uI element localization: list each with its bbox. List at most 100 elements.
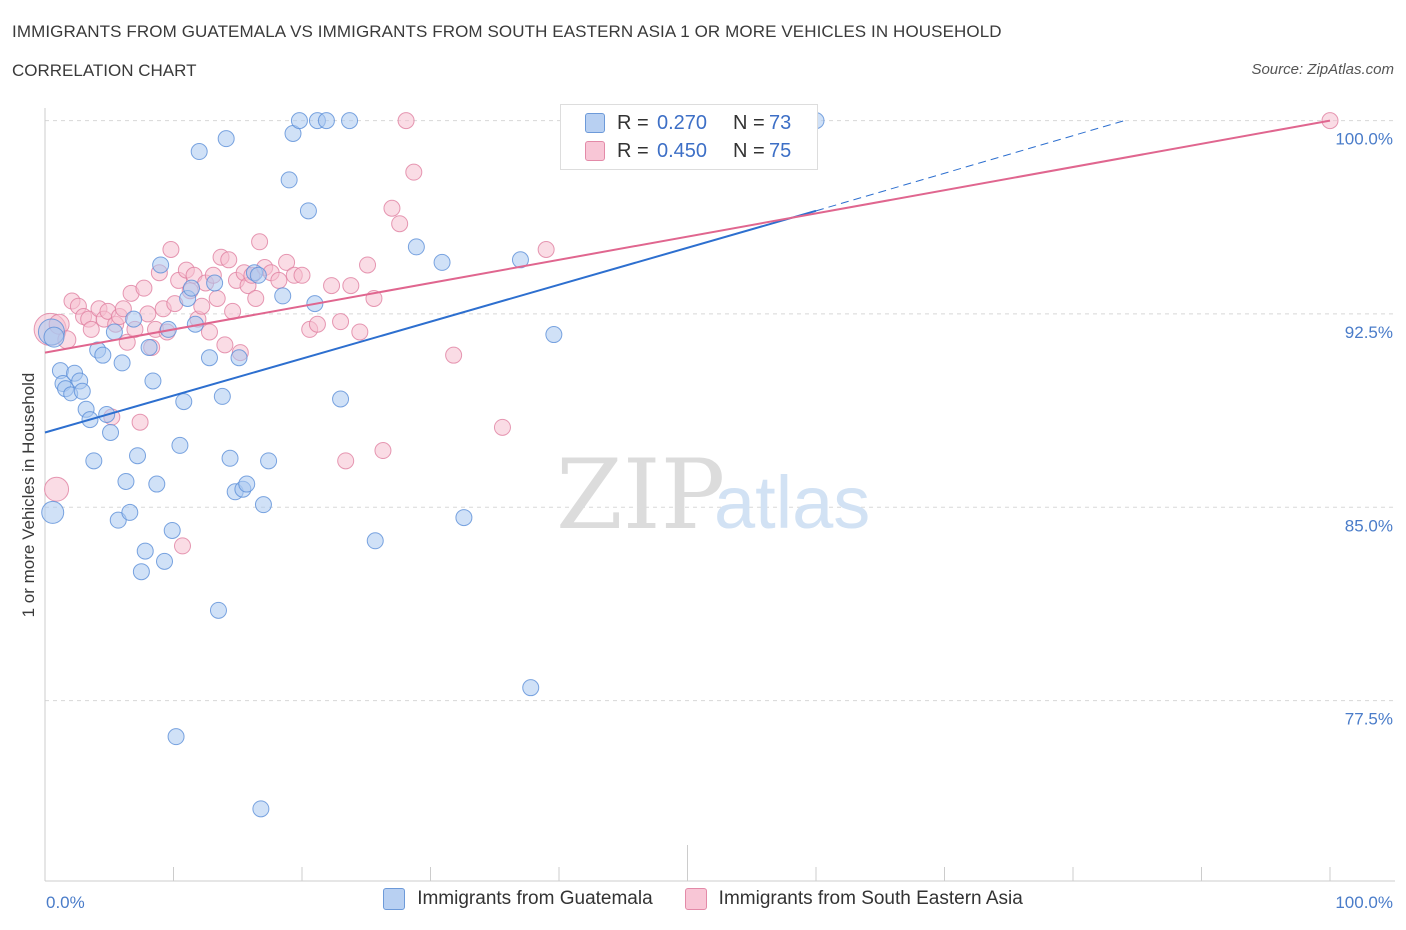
- sea-point: [293, 266, 311, 284]
- watermark-atlas: atlas: [714, 461, 870, 544]
- guatemala-point: [152, 256, 170, 274]
- guatemala-point: [163, 521, 181, 539]
- legend-item-sea: Immigrants from South Eastern Asia: [684, 888, 1023, 910]
- sea-swatch: [585, 141, 605, 161]
- guatemala-point: [206, 274, 224, 292]
- guatemala-point: [148, 475, 166, 493]
- sea-point: [374, 442, 392, 460]
- guatemala-point: [129, 447, 147, 465]
- sea-point: [82, 320, 100, 338]
- guatemala-point: [366, 532, 384, 550]
- sea-point: [270, 271, 288, 289]
- guatemala-point: [522, 679, 540, 697]
- sea-point: [342, 277, 360, 295]
- sea-point: [323, 277, 341, 295]
- guatemala-trend-extension: [815, 120, 1125, 212]
- stats-legend: R = 0.270 N = 73 R = 0.450 N = 75: [560, 104, 818, 170]
- guatemala-point: [175, 393, 193, 411]
- guatemala-point: [144, 372, 162, 390]
- y-tick-label: 77.5%: [1345, 710, 1393, 729]
- sea-point: [251, 233, 269, 251]
- watermark: ZIP atlas: [556, 439, 870, 551]
- sea-trend-line: [44, 119, 1331, 354]
- y-tick-label: 100.0%: [1335, 130, 1393, 149]
- legend-row-guatemala: R = 0.270 N = 73: [585, 111, 791, 135]
- sea-point: [391, 215, 409, 233]
- sea-legend-swatch: [684, 888, 707, 910]
- chart-subtitle: CORRELATION CHART: [12, 61, 197, 80]
- guatemala-point: [132, 563, 150, 581]
- data-points: [33, 112, 1339, 818]
- guatemala-point: [230, 349, 248, 367]
- sea-point: [337, 452, 355, 470]
- guatemala-point: [260, 452, 278, 470]
- sea-point: [537, 240, 555, 258]
- guatemala-point: [332, 390, 350, 408]
- sea-point: [493, 418, 511, 436]
- sea-point: [383, 199, 401, 217]
- guatemala-point: [182, 279, 200, 297]
- guatemala-point: [102, 424, 120, 442]
- sea-point: [139, 305, 157, 323]
- n-label: N =: [733, 111, 765, 134]
- guatemala-point: [213, 387, 231, 405]
- sea-point: [308, 315, 326, 333]
- guatemala-point: [105, 323, 123, 341]
- guatemala-point: [433, 253, 451, 271]
- guatemala-point: [221, 449, 239, 467]
- guatemala-point: [156, 552, 174, 570]
- guatemala-point: [41, 500, 65, 524]
- guatemala-point: [455, 509, 473, 527]
- x-tick-label: 100.0%: [1335, 893, 1393, 912]
- sea-point: [359, 256, 377, 274]
- guatemala-point: [545, 326, 563, 344]
- guatemala-point: [317, 112, 335, 130]
- guatemala-point: [290, 112, 308, 130]
- legend-row-sea: R = 0.450 N = 75: [585, 139, 791, 163]
- grid-lines: [45, 120, 1395, 702]
- sea-point: [173, 537, 191, 555]
- guatemala-point: [200, 349, 218, 367]
- sea-point: [332, 313, 350, 331]
- sea-point: [247, 289, 265, 307]
- guatemala-point: [249, 266, 267, 284]
- sea-point: [445, 346, 463, 364]
- guatemala-point: [136, 542, 154, 560]
- guatemala-point: [121, 503, 139, 521]
- sea-point: [162, 240, 180, 258]
- guatemala-point: [171, 436, 189, 454]
- guatemala-point: [254, 496, 272, 514]
- guatemala-point: [113, 354, 131, 372]
- trend-lines: [44, 119, 1331, 434]
- chart-title: IMMIGRANTS FROM GUATEMALA VS IMMIGRANTS …: [12, 22, 1002, 41]
- guatemala-point: [43, 326, 65, 348]
- sea-point: [405, 163, 423, 181]
- guatemala-point: [238, 475, 256, 493]
- source-label: Source: ZipAtlas.com: [1251, 61, 1394, 78]
- guatemala-point: [85, 452, 103, 470]
- sea-point: [397, 112, 415, 130]
- legend-item-guatemala: Immigrants from Guatemala: [383, 888, 653, 910]
- sea-point: [200, 323, 218, 341]
- guatemala-legend-label: Immigrants from Guatemala: [417, 888, 653, 909]
- sea-point: [220, 251, 238, 269]
- guatemala-point: [252, 800, 270, 818]
- n-label: N =: [733, 139, 765, 162]
- r-label: R =: [617, 139, 649, 162]
- guatemala-point: [209, 601, 227, 619]
- guatemala-point: [190, 143, 208, 161]
- axes: 77.5% 85.0% 92.5% 100.0% 0.0% 100.0%: [44, 108, 1395, 912]
- guatemala-point: [125, 310, 143, 328]
- sea-point: [114, 300, 132, 318]
- r-value: 0.270: [657, 111, 708, 134]
- sea-point: [135, 279, 153, 297]
- guatemala-legend-swatch: [383, 888, 406, 910]
- sea-point: [278, 253, 296, 271]
- sea-point: [131, 413, 149, 431]
- guatemala-point: [299, 202, 317, 220]
- sea-legend-label: Immigrants from South Eastern Asia: [718, 888, 1023, 909]
- guatemala-point: [274, 287, 292, 305]
- guatemala-point: [140, 338, 158, 356]
- x-tick-label: 0.0%: [46, 893, 85, 912]
